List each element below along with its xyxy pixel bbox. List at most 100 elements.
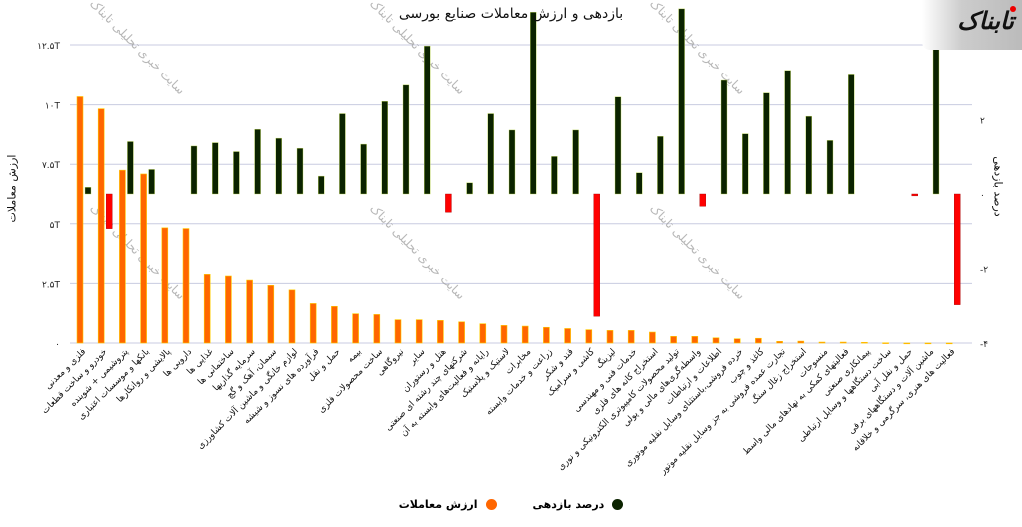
value-bar [606, 330, 614, 344]
value-bar [246, 279, 253, 344]
return-bar-positive [720, 79, 728, 195]
watermark: سایت خبری تحلیلی تابناک [366, 201, 467, 302]
value-bar [373, 314, 381, 344]
return-bar-positive [614, 96, 622, 195]
legend-label-return: درصد بازدهی [532, 498, 605, 511]
value-bar [627, 330, 635, 344]
logo-dot-icon [1010, 6, 1016, 12]
value-bar [119, 169, 126, 344]
value-bar [309, 303, 317, 344]
return-bar-positive [233, 151, 240, 195]
return-bar-positive [551, 156, 558, 195]
return-bar-positive [84, 187, 92, 195]
value-bar [267, 285, 275, 344]
return-bar-negative [593, 193, 600, 317]
left-tick-label: ۱۲.۵T [37, 42, 60, 52]
value-bar [564, 328, 571, 344]
return-bar-positive [190, 145, 198, 195]
value-bar [649, 331, 656, 344]
return-bar-positive [127, 141, 134, 195]
value-bar [288, 289, 296, 344]
value-bar [755, 337, 762, 344]
logo: تابناک [922, 0, 1022, 50]
return-bar-negative [105, 193, 113, 229]
value-bar [394, 319, 402, 344]
return-bar-negative [954, 193, 961, 305]
value-bar [861, 341, 868, 344]
value-bar [733, 338, 741, 344]
value-bar [882, 342, 889, 344]
left-tick-label: ۲.۵T [42, 280, 61, 290]
return-bar-positive [657, 136, 664, 195]
return-bar-positive [381, 101, 388, 195]
value-bar [203, 274, 211, 344]
value-bar [352, 313, 359, 344]
value-bar [903, 342, 911, 345]
return-bar-negative [445, 193, 452, 213]
value-bar [415, 319, 423, 344]
value-bar [161, 227, 169, 344]
return-bar-positive [402, 84, 410, 195]
return-bar-positive [424, 45, 431, 195]
value-bar [458, 321, 465, 344]
legend: درصد بازدهی ارزش معاملات [0, 498, 1022, 511]
return-bar-positive [805, 115, 812, 195]
right-tick-label: -۴ [980, 340, 988, 350]
value-bar [839, 341, 847, 344]
value-bar [797, 340, 805, 344]
logo-text: تابناک [957, 6, 1014, 35]
return-bar-positive [530, 12, 537, 195]
y-axis-right-label: درصد بازدهی [991, 156, 1005, 217]
value-bar [140, 173, 147, 344]
return-bar-positive [339, 113, 346, 195]
value-bar [479, 323, 487, 344]
right-tick-label: ۰ [980, 191, 985, 201]
return-bar-positive [763, 92, 770, 195]
legend-marker-value [485, 499, 497, 510]
value-bar [776, 341, 783, 344]
x-tick-label: بیمه [346, 347, 364, 365]
left-tick-label: ۱۰T [45, 102, 61, 112]
watermark: سایت خبری تحلیلی تابناک [646, 201, 747, 302]
legend-marker-return [612, 499, 624, 510]
return-bar-positive [784, 70, 791, 195]
return-bar-positive [254, 128, 261, 195]
return-bar-positive [466, 182, 473, 195]
value-bar [76, 96, 84, 344]
left-tick-label: ۷.۵T [42, 161, 61, 171]
return-bar-positive [296, 147, 304, 195]
right-tick-label: ۲ [980, 117, 985, 127]
value-bar [331, 305, 338, 344]
value-bar [182, 228, 190, 344]
value-bar [97, 108, 105, 344]
value-bar [585, 329, 593, 344]
return-bar-positive [275, 137, 282, 195]
right-tick-label: -۲ [980, 266, 988, 276]
return-bar-positive [678, 8, 685, 195]
value-bar [225, 275, 232, 344]
return-bar-positive [148, 169, 155, 195]
return-bar-positive [636, 172, 643, 195]
return-bar-negative [699, 193, 706, 207]
return-bar-positive [360, 143, 367, 195]
return-bar-positive [742, 133, 749, 195]
value-bar [437, 320, 444, 344]
return-bar-positive [826, 140, 834, 195]
value-bar [712, 337, 720, 344]
return-bar-positive [572, 129, 579, 195]
return-bar-negative [911, 193, 918, 197]
value-bar [500, 325, 508, 344]
value-bar [521, 325, 529, 344]
value-bar [945, 342, 953, 345]
return-bar-positive [318, 175, 325, 195]
legend-item-return[interactable]: درصد بازدهی [533, 498, 624, 511]
return-bar-positive [508, 129, 516, 195]
value-bar [924, 342, 932, 345]
left-tick-label: ۰ [55, 340, 60, 350]
return-bar-positive [848, 74, 855, 195]
return-bar-positive [487, 113, 494, 195]
legend-item-value[interactable]: ارزش معاملات [399, 498, 497, 511]
y-axis-left-label: ارزش معاملات [5, 154, 19, 223]
legend-label-value: ارزش معاملات [398, 498, 478, 511]
